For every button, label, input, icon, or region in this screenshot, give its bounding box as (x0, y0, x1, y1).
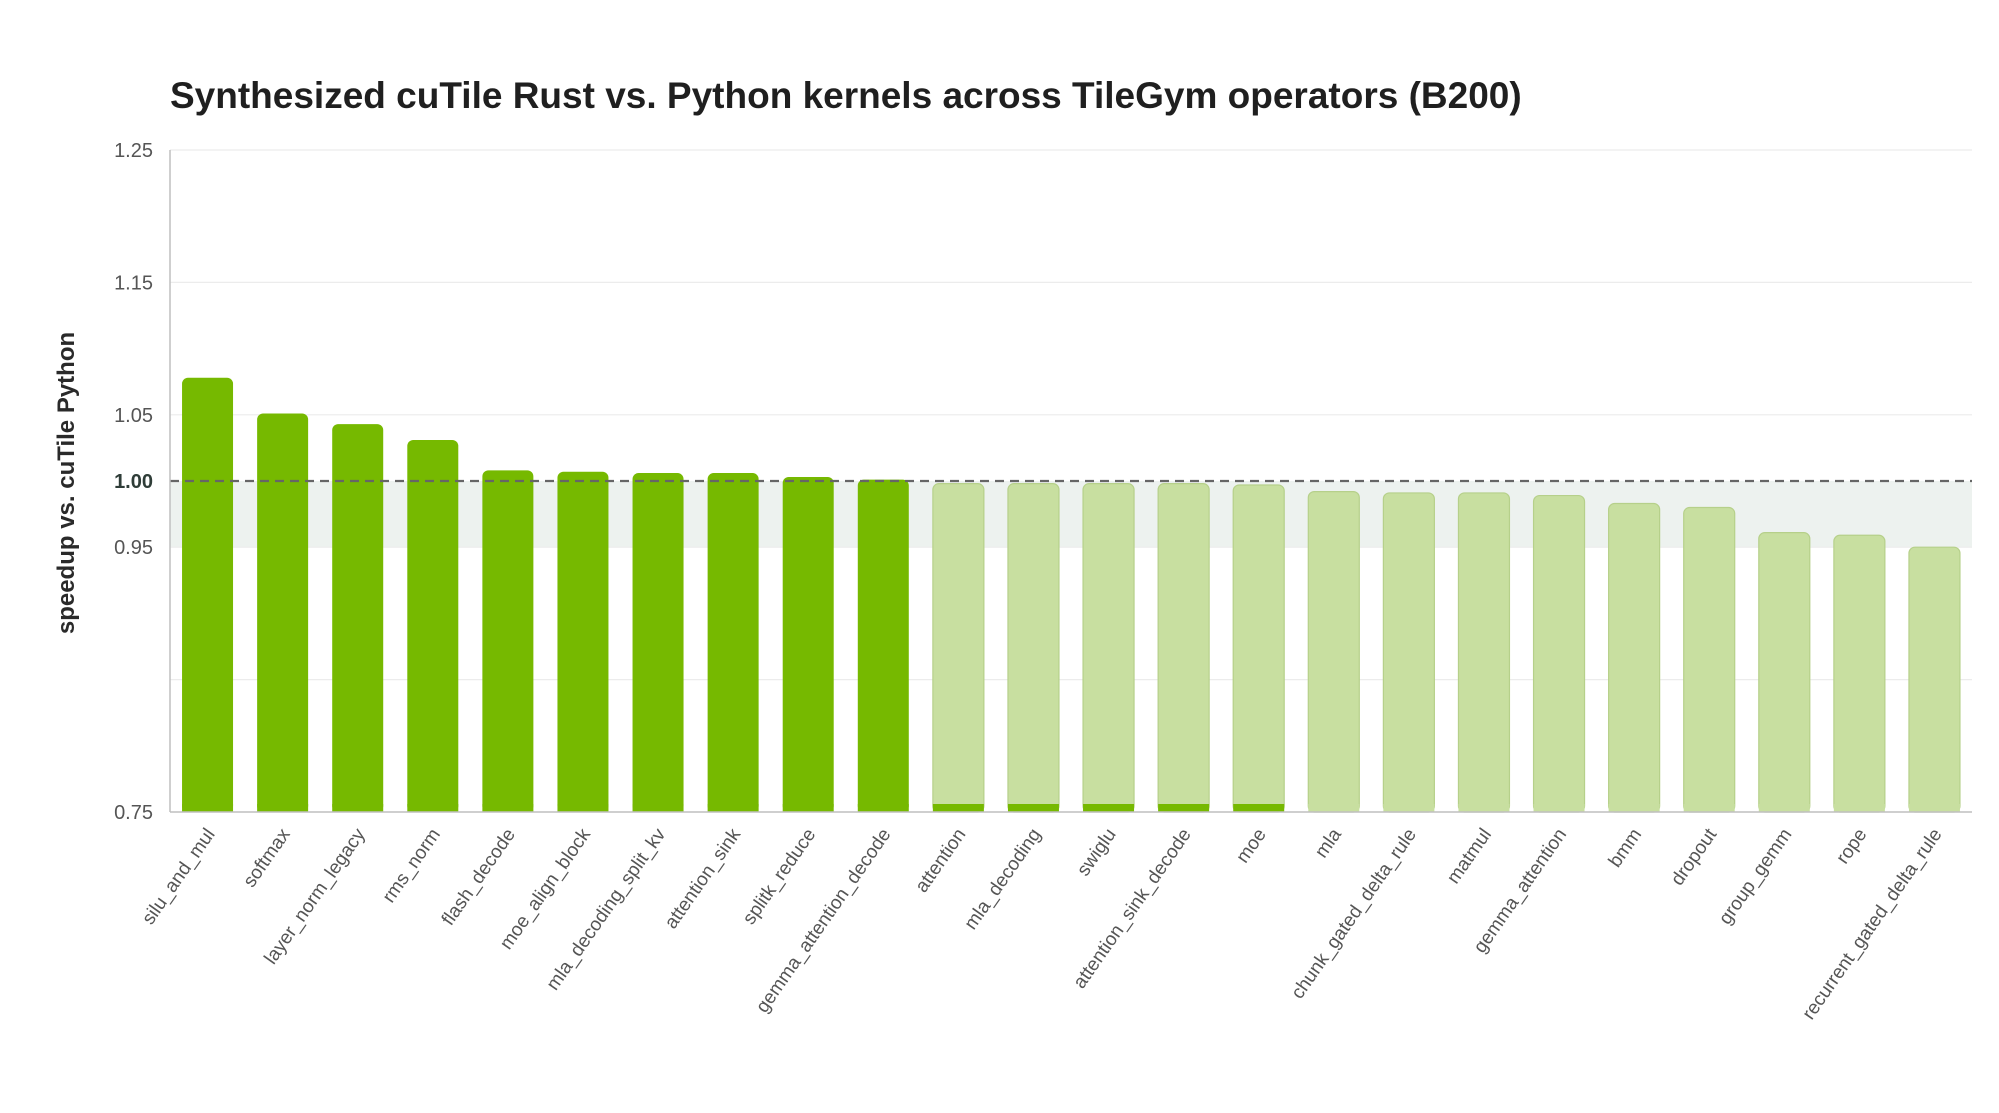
x-tick-label: attention (911, 825, 970, 897)
x-tick-label: rope (1832, 825, 1871, 868)
bar-gemma_attention (1532, 494, 1586, 813)
x-tick-label: mla (1311, 824, 1346, 861)
bar-base (632, 804, 684, 812)
x-tick-label: dropout (1667, 824, 1722, 889)
bar-attention (932, 483, 985, 813)
x-tick-label: splitk_reduce (739, 825, 820, 929)
y-axis-title: speedup vs. cuTile Python (53, 332, 80, 634)
bar-splitk_reduce (782, 477, 834, 812)
y-tick-label: 1.00 (114, 471, 153, 493)
bar-attention_sink (707, 473, 759, 812)
bar-base (1608, 804, 1660, 812)
bar-base (257, 804, 309, 812)
y-tick-label: 1.25 (114, 140, 153, 162)
x-tick-label: rms_norm (379, 825, 445, 907)
x-tick-label: bmm (1605, 825, 1646, 872)
x-tick-label: softmax (239, 824, 295, 891)
bar-softmax (257, 413, 309, 812)
y-tick-label: 0.95 (114, 537, 153, 559)
bar-base (182, 804, 234, 812)
bar-base (1533, 804, 1585, 812)
bar-base (782, 804, 834, 812)
bar-base (407, 804, 459, 812)
bar-chunk_gated_delta_rule (1382, 492, 1435, 813)
x-tick-label: silu_and_mul (138, 825, 219, 929)
x-tick-label: attention_sink (661, 824, 746, 932)
bar-matmul (1457, 492, 1511, 813)
bar-moe_align_block (557, 471, 609, 812)
x-tick-label: flash_decode (438, 825, 520, 930)
bar-layer_norm_legacy (332, 424, 384, 812)
bar-rms_norm (407, 439, 459, 812)
x-tick-label: mla_decoding (960, 825, 1045, 934)
bar-base (1383, 804, 1435, 812)
bar-mla_decoding (1007, 483, 1060, 813)
y-tick-label: 1.05 (114, 405, 153, 427)
x-tick-label: matmul (1443, 825, 1496, 888)
bar-base (1308, 804, 1360, 812)
bar-base (1083, 804, 1135, 812)
y-tick-label: 1.15 (114, 272, 153, 294)
bar-base (1908, 804, 1960, 812)
x-tick-label: chunk_gated_delta_rule (1287, 825, 1421, 1003)
bar-base (332, 804, 384, 812)
bar-attention_sink_decode (1157, 483, 1210, 813)
bar-base (1683, 804, 1735, 812)
bar-bmm (1608, 502, 1661, 813)
bar-silu_and_mul (182, 377, 234, 812)
x-tick-label: recurrent_gated_delta_rule (1798, 825, 1946, 1024)
bar-base (932, 804, 984, 812)
bar-gemma_attention_decode (857, 479, 909, 812)
bar-base (857, 804, 909, 812)
bar-base (557, 804, 609, 812)
bar-base (1458, 804, 1510, 812)
bar-mla_decoding_split_kv (632, 473, 684, 812)
x-tick-label: moe (1232, 825, 1270, 867)
x-tick-label: group_gemm (1715, 825, 1796, 929)
shaded-band (170, 481, 1972, 548)
bar-base (707, 804, 759, 812)
y-tick-label: 0.75 (114, 802, 153, 824)
bar-base (1758, 804, 1810, 812)
x-tick-label: gemma_attention_decode (752, 825, 895, 1017)
bar-mla (1307, 490, 1360, 813)
bar-recurrent_gated_delta_rule (1908, 546, 1961, 813)
chart-title: Synthesized cuTile Rust vs. Python kerne… (170, 75, 1522, 116)
bar-base (482, 804, 534, 812)
bar-flash_decode (482, 470, 534, 812)
x-tick-label: swiglu (1073, 825, 1120, 880)
bar-rope (1833, 534, 1886, 813)
bar-swiglu (1082, 483, 1135, 813)
bar-base (1233, 804, 1285, 812)
bar-base (1158, 804, 1210, 812)
bar-base (1833, 804, 1885, 812)
bar-base (1007, 804, 1059, 812)
bar-group_gemm (1758, 532, 1811, 813)
bar-moe (1232, 484, 1285, 813)
bar-dropout (1683, 506, 1736, 813)
